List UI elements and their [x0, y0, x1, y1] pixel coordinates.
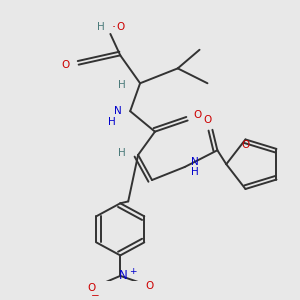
Text: N: N: [191, 158, 199, 167]
Text: O: O: [194, 110, 202, 120]
Text: H: H: [97, 22, 104, 32]
Text: H: H: [118, 80, 126, 90]
Text: ·: ·: [111, 21, 116, 34]
Text: +: +: [129, 267, 137, 276]
Text: O: O: [116, 22, 124, 32]
Text: O: O: [203, 116, 211, 125]
Text: O: O: [62, 60, 70, 70]
Text: O: O: [145, 281, 153, 291]
Text: O: O: [241, 140, 250, 150]
Text: H: H: [118, 148, 126, 158]
Text: −: −: [91, 291, 100, 300]
Text: N: N: [114, 106, 122, 116]
Text: O: O: [87, 283, 96, 293]
Text: N: N: [119, 269, 128, 282]
Text: H: H: [109, 117, 116, 127]
Text: H: H: [191, 167, 199, 177]
